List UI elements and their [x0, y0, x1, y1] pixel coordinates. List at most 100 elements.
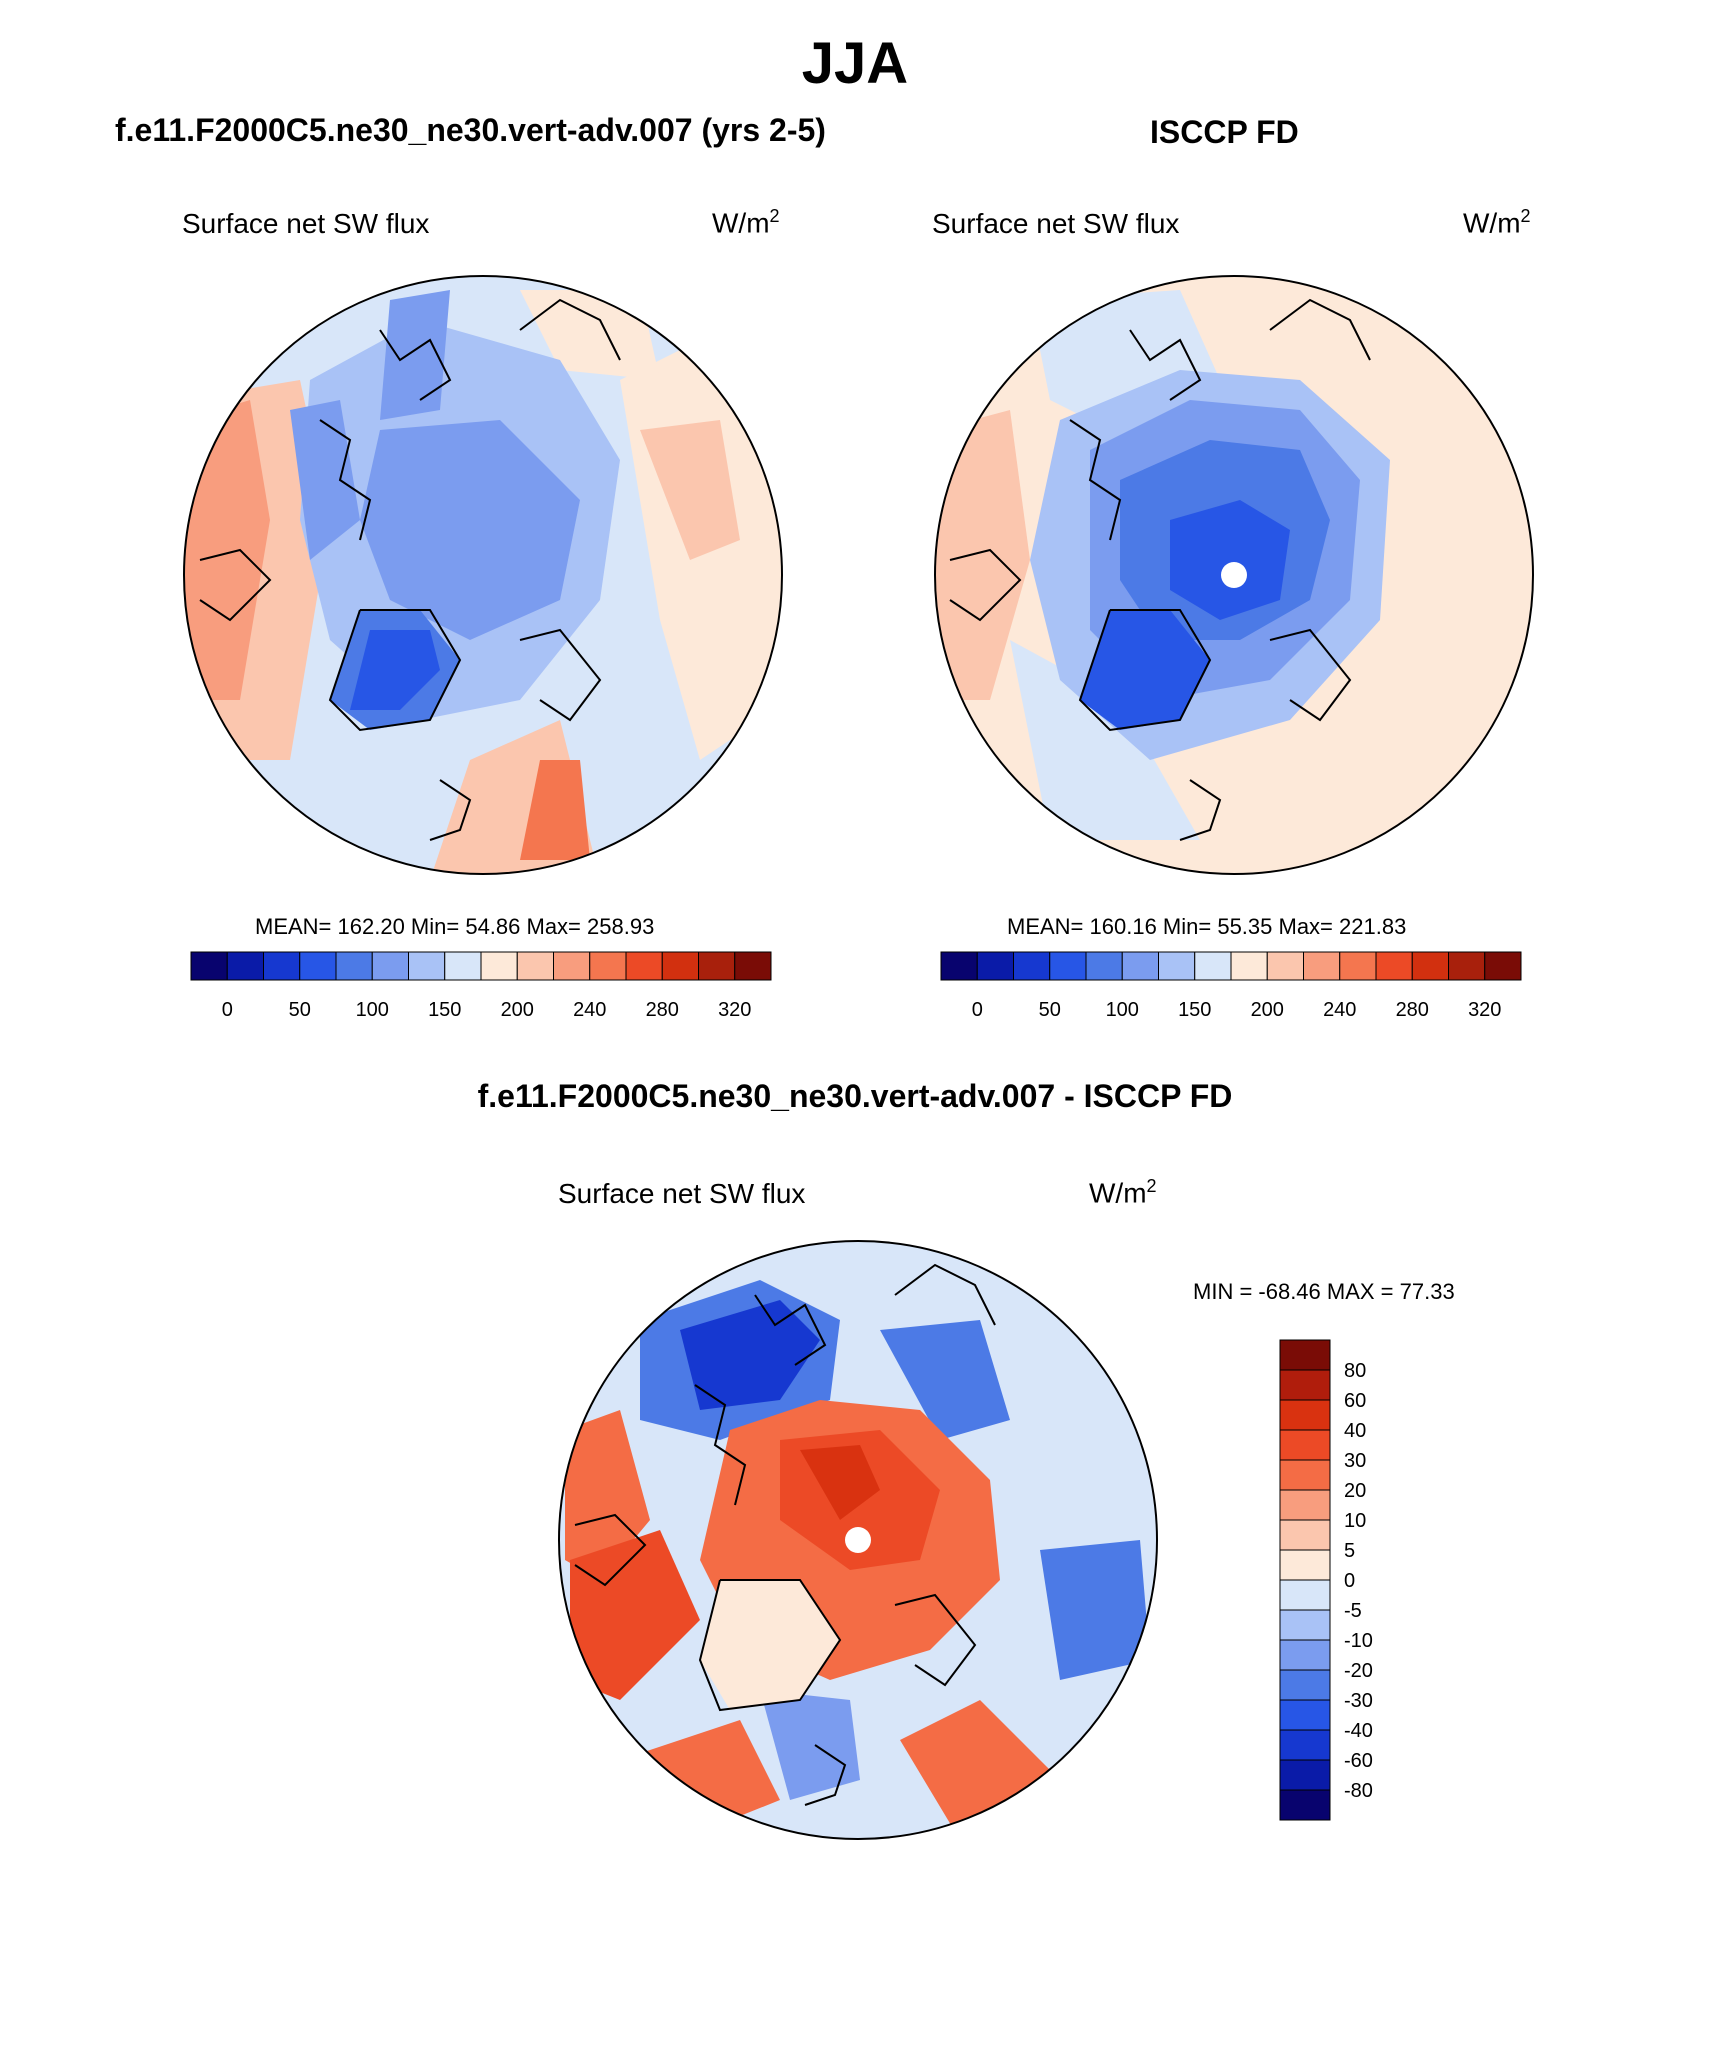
diff-colorbar-tick-label: 10 — [1344, 1510, 1366, 1532]
diff-colorbar-swatch — [1279, 1489, 1331, 1521]
diff-colorbar-tick-label: 20 — [1344, 1480, 1366, 1502]
diff-colorbar-tick-label: 5 — [1344, 1540, 1355, 1562]
diff-stats: MIN = -68.46 MAX = 77.33 — [1193, 1279, 1455, 1304]
diff-colorbar-swatch — [1279, 1639, 1331, 1671]
model-map-frame — [183, 275, 783, 875]
diff-colorbar-tick-label: 30 — [1344, 1450, 1366, 1472]
diff-colorbar-swatch — [1279, 1759, 1331, 1791]
diff-polar-map — [559, 1241, 1157, 1839]
model-colorbar-swatch — [299, 951, 337, 981]
obs-map-frame — [934, 275, 1534, 875]
diff-colorbar-swatch — [1279, 1519, 1331, 1551]
model-colorbar-swatch — [516, 951, 554, 981]
figure-title: JJA — [801, 31, 909, 96]
model-colorbar-tick-label: 100 — [356, 999, 389, 1021]
diff-colorbar-tick-label: -30 — [1344, 1690, 1373, 1712]
model-colorbar-tick-label: 200 — [501, 999, 534, 1021]
obs-colorbar-tick-label: 100 — [1106, 999, 1139, 1021]
obs-colorbar-tick-label: 0 — [972, 999, 983, 1021]
diff-colorbar-swatch — [1279, 1579, 1331, 1611]
obs-colorbar-tick-label: 280 — [1396, 999, 1429, 1021]
diff-colorbar-tick-label: -40 — [1344, 1720, 1373, 1742]
obs-colorbar-swatch — [1375, 951, 1413, 981]
model-colorbar-swatch — [625, 951, 663, 981]
diff-pole-mask — [845, 1527, 871, 1553]
diff-colorbar-tick-label: -60 — [1344, 1750, 1373, 1772]
obs-colorbar-swatch — [1484, 951, 1522, 981]
model-colorbar-tick-label: 280 — [646, 999, 679, 1021]
diff-colorbar-swatch — [1279, 1459, 1331, 1491]
model-colorbar-tick-label: 240 — [573, 999, 606, 1021]
obs-colorbar-tick-label: 150 — [1178, 999, 1211, 1021]
diff-colorbar-swatch — [1279, 1549, 1331, 1581]
obs-colorbar-tick-label: 320 — [1468, 999, 1501, 1021]
model-colorbar-swatch — [263, 951, 301, 981]
obs-colorbar-swatch — [1411, 951, 1449, 981]
model-colorbar-tick-label: 50 — [289, 999, 311, 1021]
model-colorbar-tick-label: 320 — [718, 999, 751, 1021]
obs-polar-map — [935, 276, 1533, 874]
diff-colorbar-tick-label: -80 — [1344, 1780, 1373, 1802]
diff-panel-title: f.e11.F2000C5.ne30_ne30.vert-adv.007 - I… — [477, 1078, 1233, 1114]
obs-variable-label: Surface net SW flux — [932, 208, 1180, 239]
diff-colorbar-swatch — [1279, 1429, 1331, 1461]
model-colorbar-swatch — [734, 951, 772, 981]
obs-colorbar-swatch — [1049, 951, 1087, 981]
obs-colorbar-swatch — [1339, 951, 1377, 981]
model-colorbar-swatch — [553, 951, 591, 981]
diff-colorbar-swatch — [1279, 1789, 1331, 1821]
obs-panel-title: ISCCP FD — [1150, 114, 1299, 150]
diff-colorbar-tick-label: 40 — [1344, 1420, 1366, 1442]
obs-colorbar: 0 50 100 150 200 240 280 320 — [940, 951, 1522, 1021]
model-colorbar: 0 50 100 150 200 240 280 320 — [190, 951, 772, 1021]
diff-colorbar-swatch — [1279, 1369, 1331, 1401]
diff-colorbar-tick-label: 80 — [1344, 1360, 1366, 1382]
diff-variable-label: Surface net SW flux — [558, 1178, 806, 1209]
diff-colorbar-tick-label: -20 — [1344, 1660, 1373, 1682]
model-colorbar-swatch — [190, 951, 228, 981]
obs-colorbar-swatch — [1158, 951, 1196, 981]
obs-colorbar-swatch — [1230, 951, 1268, 981]
diff-colorbar-swatch — [1279, 1729, 1331, 1761]
diff-units-label: W/m2 — [1089, 1176, 1157, 1209]
diff-map-frame — [558, 1240, 1158, 1840]
diff-colorbar-swatch — [1279, 1669, 1331, 1701]
diff-colorbar-tick-label: -5 — [1344, 1600, 1362, 1622]
obs-colorbar-swatch — [1448, 951, 1486, 981]
model-colorbar-swatch — [589, 951, 627, 981]
diff-colorbar-swatch — [1279, 1339, 1331, 1371]
model-colorbar-swatch — [698, 951, 736, 981]
obs-colorbar-swatch — [976, 951, 1014, 981]
diff-colorbar-swatch — [1279, 1399, 1331, 1431]
obs-colorbar-tick-label: 240 — [1323, 999, 1356, 1021]
model-colorbar-swatch — [661, 951, 699, 981]
obs-stats: MEAN= 160.16 Min= 55.35 Max= 221.83 — [1007, 914, 1407, 939]
model-colorbar-tick-label: 150 — [428, 999, 461, 1021]
obs-colorbar-swatch — [1013, 951, 1051, 981]
model-units-label: W/m2 — [712, 206, 780, 239]
obs-colorbar-swatch — [1303, 951, 1341, 981]
obs-colorbar-swatch — [1121, 951, 1159, 981]
obs-colorbar-swatch — [940, 951, 978, 981]
obs-colorbar-swatch — [1085, 951, 1123, 981]
model-variable-label: Surface net SW flux — [182, 208, 430, 239]
model-colorbar-swatch — [480, 951, 518, 981]
model-colorbar-swatch — [371, 951, 409, 981]
model-colorbar-tick-label: 0 — [222, 999, 233, 1021]
model-polar-map — [184, 276, 782, 874]
diff-colorbar-tick-label: -10 — [1344, 1630, 1373, 1652]
model-panel-title: f.e11.F2000C5.ne30_ne30.vert-adv.007 (yr… — [115, 112, 826, 148]
model-colorbar-swatch — [335, 951, 373, 981]
model-colorbar-swatch — [408, 951, 446, 981]
obs-colorbar-tick-label: 200 — [1251, 999, 1284, 1021]
diff-colorbar-tick-label: 60 — [1344, 1390, 1366, 1412]
diff-colorbar-tick-label: 0 — [1344, 1570, 1355, 1592]
diff-colorbar: 80 60 40 30 20 10 5 0 -5 -10 -20 -30 -40 -60 -80 — [1279, 1339, 1373, 1821]
obs-pole-mask — [1221, 562, 1247, 588]
diff-colorbar-swatch — [1279, 1699, 1331, 1731]
model-colorbar-swatch — [226, 951, 264, 981]
obs-units-label: W/m2 — [1463, 206, 1531, 239]
diff-colorbar-swatch — [1279, 1609, 1331, 1641]
obs-colorbar-tick-label: 50 — [1039, 999, 1061, 1021]
model-colorbar-swatch — [444, 951, 482, 981]
